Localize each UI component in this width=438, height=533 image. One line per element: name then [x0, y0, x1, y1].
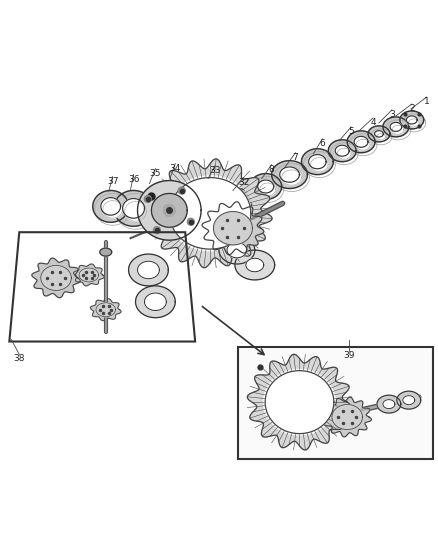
- Polygon shape: [258, 180, 274, 193]
- Polygon shape: [332, 405, 363, 430]
- Polygon shape: [96, 303, 116, 317]
- Polygon shape: [79, 268, 99, 282]
- Polygon shape: [124, 201, 146, 221]
- Polygon shape: [374, 131, 383, 137]
- Polygon shape: [265, 370, 334, 434]
- Polygon shape: [233, 197, 247, 209]
- Polygon shape: [90, 299, 121, 321]
- Polygon shape: [408, 119, 419, 127]
- Polygon shape: [145, 293, 166, 311]
- Polygon shape: [347, 131, 375, 153]
- Polygon shape: [390, 123, 402, 131]
- Text: 5: 5: [348, 127, 354, 136]
- Text: 37: 37: [107, 176, 118, 185]
- Polygon shape: [114, 190, 153, 226]
- Polygon shape: [247, 354, 352, 450]
- Polygon shape: [272, 160, 307, 189]
- Text: 35: 35: [150, 168, 161, 177]
- Polygon shape: [138, 261, 159, 279]
- Polygon shape: [301, 149, 333, 175]
- Polygon shape: [138, 181, 201, 240]
- Polygon shape: [123, 198, 145, 218]
- Circle shape: [178, 187, 185, 194]
- Polygon shape: [335, 146, 349, 156]
- FancyBboxPatch shape: [238, 348, 433, 459]
- Polygon shape: [282, 170, 301, 185]
- Text: 33: 33: [209, 166, 221, 175]
- Polygon shape: [100, 248, 112, 256]
- Text: 7: 7: [293, 153, 298, 161]
- Polygon shape: [397, 391, 421, 409]
- Polygon shape: [135, 286, 175, 318]
- Circle shape: [163, 204, 175, 216]
- Polygon shape: [223, 189, 253, 212]
- Circle shape: [187, 219, 194, 225]
- Polygon shape: [41, 265, 71, 290]
- Text: 6: 6: [319, 139, 325, 148]
- Text: 4: 4: [370, 118, 376, 127]
- Text: 8: 8: [269, 165, 275, 174]
- Polygon shape: [337, 148, 351, 159]
- Polygon shape: [354, 136, 368, 147]
- Text: 32: 32: [238, 177, 250, 187]
- Polygon shape: [32, 258, 80, 298]
- Polygon shape: [377, 134, 385, 140]
- Text: 39: 39: [343, 351, 355, 360]
- Polygon shape: [368, 126, 390, 142]
- Polygon shape: [230, 195, 245, 206]
- Text: 38: 38: [14, 354, 25, 364]
- Circle shape: [145, 196, 151, 203]
- Polygon shape: [148, 159, 272, 268]
- Polygon shape: [101, 198, 120, 215]
- Polygon shape: [103, 200, 123, 218]
- Polygon shape: [311, 158, 328, 172]
- Polygon shape: [377, 395, 401, 413]
- Polygon shape: [93, 190, 129, 222]
- Text: 2: 2: [409, 104, 415, 113]
- Polygon shape: [406, 116, 417, 124]
- Text: 3: 3: [389, 110, 395, 119]
- Polygon shape: [213, 212, 252, 245]
- Polygon shape: [74, 264, 104, 286]
- Text: ✦: ✦: [257, 365, 263, 370]
- Polygon shape: [202, 202, 264, 255]
- Polygon shape: [227, 243, 247, 258]
- Text: 1: 1: [424, 97, 430, 106]
- Polygon shape: [235, 250, 275, 280]
- Polygon shape: [328, 140, 356, 161]
- Polygon shape: [219, 236, 255, 264]
- Polygon shape: [309, 155, 326, 169]
- Polygon shape: [403, 395, 415, 405]
- Polygon shape: [129, 254, 168, 286]
- Polygon shape: [260, 183, 276, 196]
- Polygon shape: [152, 193, 187, 227]
- Polygon shape: [356, 139, 370, 150]
- Polygon shape: [250, 174, 282, 199]
- Polygon shape: [169, 177, 251, 249]
- Polygon shape: [400, 111, 424, 129]
- Polygon shape: [246, 259, 264, 272]
- Polygon shape: [392, 125, 404, 134]
- Text: 34: 34: [170, 164, 181, 173]
- Circle shape: [153, 227, 160, 233]
- Polygon shape: [280, 167, 300, 182]
- Polygon shape: [383, 400, 395, 409]
- Polygon shape: [323, 397, 371, 437]
- Text: 36: 36: [128, 175, 139, 183]
- Polygon shape: [383, 117, 409, 137]
